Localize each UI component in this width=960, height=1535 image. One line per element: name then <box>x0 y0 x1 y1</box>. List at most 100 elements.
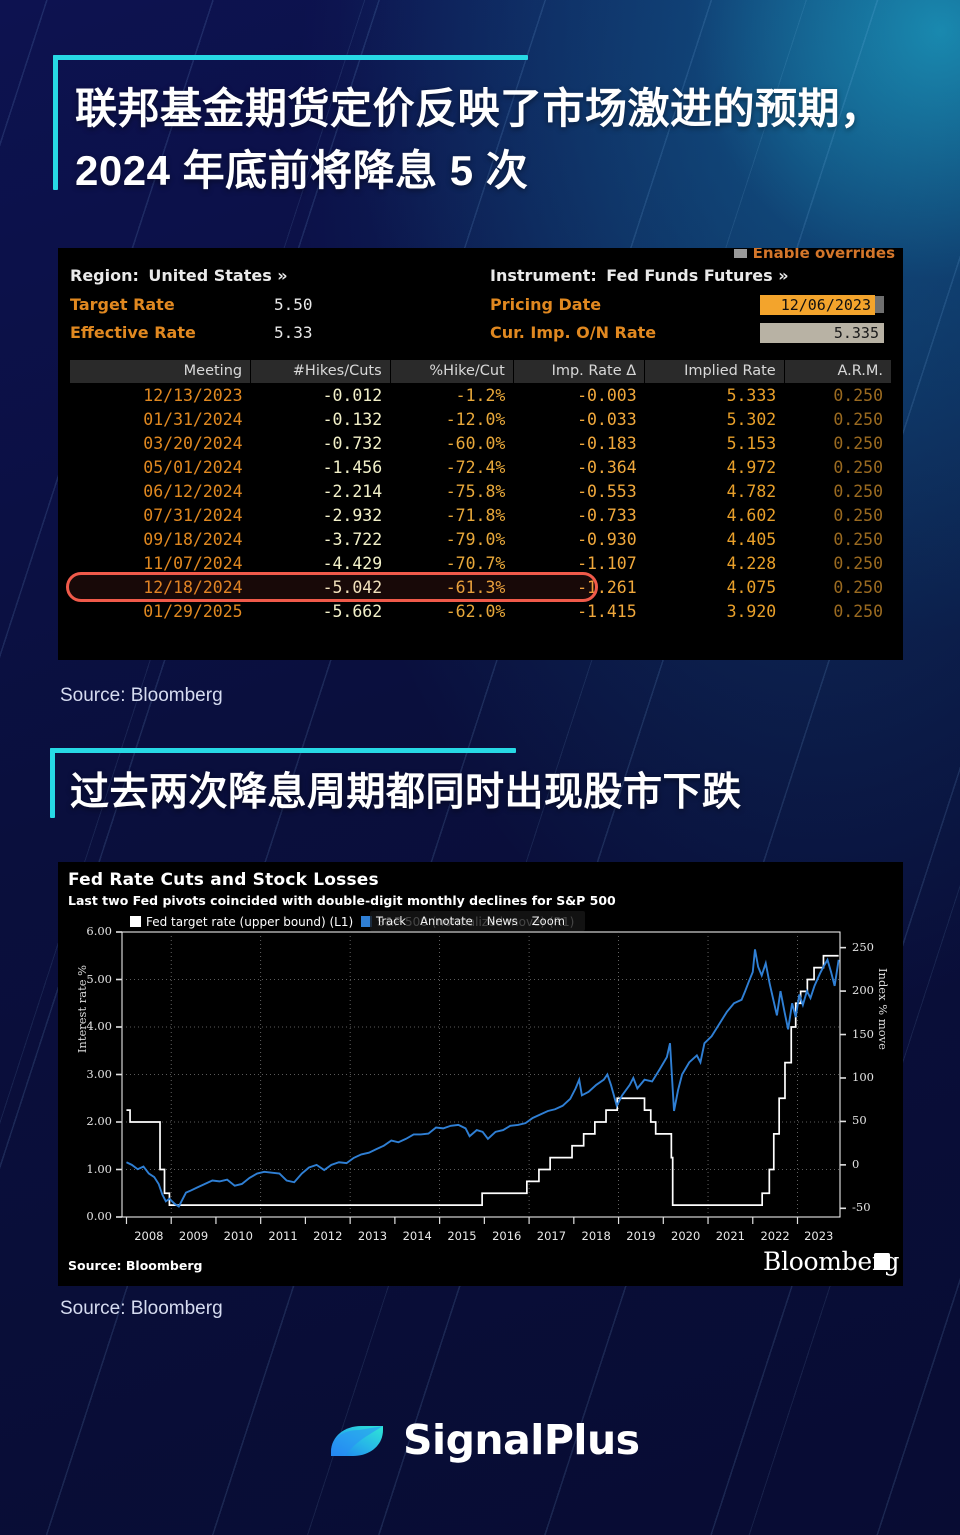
cell-implied: 4.782 <box>726 481 777 501</box>
instrument-value[interactable]: Fed Funds Futures » <box>606 266 789 285</box>
instrument-row[interactable]: Instrument: Fed Funds Futures » <box>490 266 890 286</box>
signalplus-mark-icon <box>331 1426 383 1456</box>
chart-subtitle: Last two Fed pivots coincided with doubl… <box>68 893 616 908</box>
cur-imp-rate-row: Cur. Imp. O/N Rate 5.335 <box>490 323 890 345</box>
cell-arm: 0.250 <box>833 385 883 405</box>
cell-meeting: 03/20/2024 <box>143 433 243 453</box>
cell-hikes_cuts: -0.732 <box>322 433 383 453</box>
col-pct-hike-cut[interactable]: %Hike/Cut <box>390 360 514 383</box>
cell-implied: 4.405 <box>726 529 777 549</box>
cell-imp_delta: -0.553 <box>577 481 637 501</box>
target-rate-label: Target Rate <box>70 295 175 314</box>
cell-pct: -70.7% <box>445 553 506 573</box>
cell-pct: -61.3% <box>445 577 506 597</box>
col-hikes-cuts[interactable]: #Hikes/Cuts <box>250 360 391 383</box>
pricing-date-field[interactable]: 12/06/2023 <box>760 295 875 315</box>
terminal-right-column: Instrument: Fed Funds Futures » Pricing … <box>490 266 890 345</box>
cur-imp-rate-value: 5.335 <box>760 323 884 343</box>
meetings-table: Meeting #Hikes/Cuts %Hike/Cut Imp. Rate … <box>70 360 891 623</box>
cell-hikes_cuts: -2.214 <box>322 481 383 501</box>
y2-axis-tick: -50 <box>852 1200 871 1215</box>
chart-title: Fed Rate Cuts and Stock Losses <box>68 870 379 890</box>
chart-toolbar[interactable]: Track Annotate News Zoom <box>370 911 585 931</box>
meetings-table-wrapper: Meeting #Hikes/Cuts %Hike/Cut Imp. Rate … <box>58 360 903 623</box>
cell-pct: -1.2% <box>455 385 506 405</box>
table-row[interactable]: 07/31/2024 -2.932 -71.8% -0.733 4.602 0.250 <box>70 503 891 527</box>
y2-axis-tick: 200 <box>852 983 874 998</box>
effective-rate-value: 5.33 <box>274 323 313 342</box>
col-arm[interactable]: A.R.M. <box>784 360 891 383</box>
cell-imp_delta: -0.033 <box>577 409 637 429</box>
table-header-row: Meeting #Hikes/Cuts %Hike/Cut Imp. Rate … <box>70 360 891 383</box>
toolbar-news-button[interactable]: News <box>486 914 518 928</box>
instrument-label: Instrument: <box>490 266 597 285</box>
table-row[interactable]: 11/07/2024 -4.429 -70.7% -1.107 4.228 0.250 <box>70 551 891 575</box>
col-meeting[interactable]: Meeting <box>70 360 252 383</box>
toolbar-track-button[interactable]: Track <box>376 914 407 928</box>
col-imp-rate-delta[interactable]: Imp. Rate Δ <box>513 360 646 383</box>
cell-hikes_cuts: -4.429 <box>322 553 383 573</box>
table-row[interactable]: 12/18/2024 -5.042 -61.3% -1.261 4.075 0.250 <box>70 575 891 599</box>
cell-imp_delta: -1.107 <box>577 553 637 573</box>
x-axis-tick: 2016 <box>492 1229 522 1243</box>
signalplus-wordmark: SignalPlus <box>403 1416 640 1464</box>
cell-imp_delta: -1.415 <box>577 601 637 621</box>
chart-plot-area <box>116 931 846 1224</box>
cell-arm: 0.250 <box>833 601 883 621</box>
caption-source-2: Source: Bloomberg <box>60 1298 223 1319</box>
cell-pct: -62.0% <box>445 601 506 621</box>
cell-meeting: 01/31/2024 <box>143 409 243 429</box>
enable-overrides-checkbox-icon[interactable] <box>733 249 747 258</box>
y2-axis-tick: 50 <box>852 1113 867 1128</box>
x-axis-tick: 2023 <box>804 1229 834 1243</box>
x-axis-tick: 2022 <box>760 1229 790 1243</box>
enable-overrides-label: Enable overrides <box>752 248 895 262</box>
legend-label-fed-rate: Fed target rate (upper bound) (L1) <box>146 915 354 929</box>
cell-pct: -60.0% <box>445 433 506 453</box>
cell-implied: 4.972 <box>726 457 777 477</box>
region-value[interactable]: United States » <box>148 266 288 285</box>
cell-arm: 0.250 <box>833 553 883 573</box>
legend-swatch-spx <box>361 916 372 927</box>
table-row[interactable]: 09/18/2024 -3.722 -79.0% -0.930 4.405 0.250 <box>70 527 891 551</box>
cell-implied: 4.602 <box>726 505 777 525</box>
table-row[interactable]: 03/20/2024 -0.732 -60.0% -0.183 5.153 0.250 <box>70 431 891 455</box>
x-axis-tick: 2014 <box>402 1229 432 1243</box>
cell-implied: 4.075 <box>726 577 777 597</box>
cell-meeting: 12/18/2024 <box>143 577 243 597</box>
table-row[interactable]: 06/12/2024 -2.214 -75.8% -0.553 4.782 0.250 <box>70 479 891 503</box>
cell-meeting: 06/12/2024 <box>143 481 243 501</box>
cell-arm: 0.250 <box>833 433 883 453</box>
cell-imp_delta: -0.733 <box>577 505 637 525</box>
pricing-date-row: Pricing Date 12/06/2023 <box>490 295 890 317</box>
y-axis-tick: 5.00 <box>86 971 112 986</box>
col-implied-rate[interactable]: Implied Rate <box>644 360 785 383</box>
terminal-header: Enable overrides Region: United States »… <box>58 248 903 360</box>
toolbar-zoom-button[interactable]: Zoom <box>531 914 565 928</box>
toolbar-annotate-button[interactable]: Annotate <box>420 914 473 928</box>
y-axis-tick: 3.00 <box>86 1066 112 1081</box>
x-axis-tick: 2013 <box>357 1229 388 1243</box>
x-axis-tick: 2012 <box>313 1229 343 1243</box>
table-row[interactable]: 12/13/2023 -0.012 -1.2% -0.003 5.333 0.250 <box>70 383 891 407</box>
cell-imp_delta: -0.364 <box>577 457 637 477</box>
cell-hikes_cuts: -0.012 <box>322 385 383 405</box>
bloomberg-logo-icon <box>874 1253 890 1270</box>
legend-entry-fed-rate[interactable]: Fed target rate (upper bound) (L1) <box>130 915 353 929</box>
cell-implied: 3.920 <box>726 601 777 621</box>
table-row[interactable]: 05/01/2024 -1.456 -72.4% -0.364 4.972 0.250 <box>70 455 891 479</box>
cell-meeting: 12/13/2023 <box>143 385 243 405</box>
y-axis-tick: 0.00 <box>86 1209 112 1223</box>
target-rate-row: Target Rate 5.50 <box>70 295 313 317</box>
cell-imp_delta: -0.183 <box>577 433 637 453</box>
cell-imp_delta: -0.003 <box>577 385 637 405</box>
calendar-icon[interactable] <box>875 296 884 313</box>
region-row[interactable]: Region: United States » <box>70 266 288 286</box>
series-spx <box>126 949 840 1208</box>
cell-implied: 5.302 <box>726 409 777 429</box>
x-axis-tick: 2010 <box>223 1229 253 1243</box>
table-row[interactable]: 01/29/2025 -5.662 -62.0% -1.415 3.920 0.250 <box>70 599 891 623</box>
table-row[interactable]: 01/31/2024 -0.132 -12.0% -0.033 5.302 0.250 <box>70 407 891 431</box>
enable-overrides-toggle[interactable]: Enable overrides <box>733 248 895 262</box>
cell-hikes_cuts: -1.456 <box>322 457 383 477</box>
